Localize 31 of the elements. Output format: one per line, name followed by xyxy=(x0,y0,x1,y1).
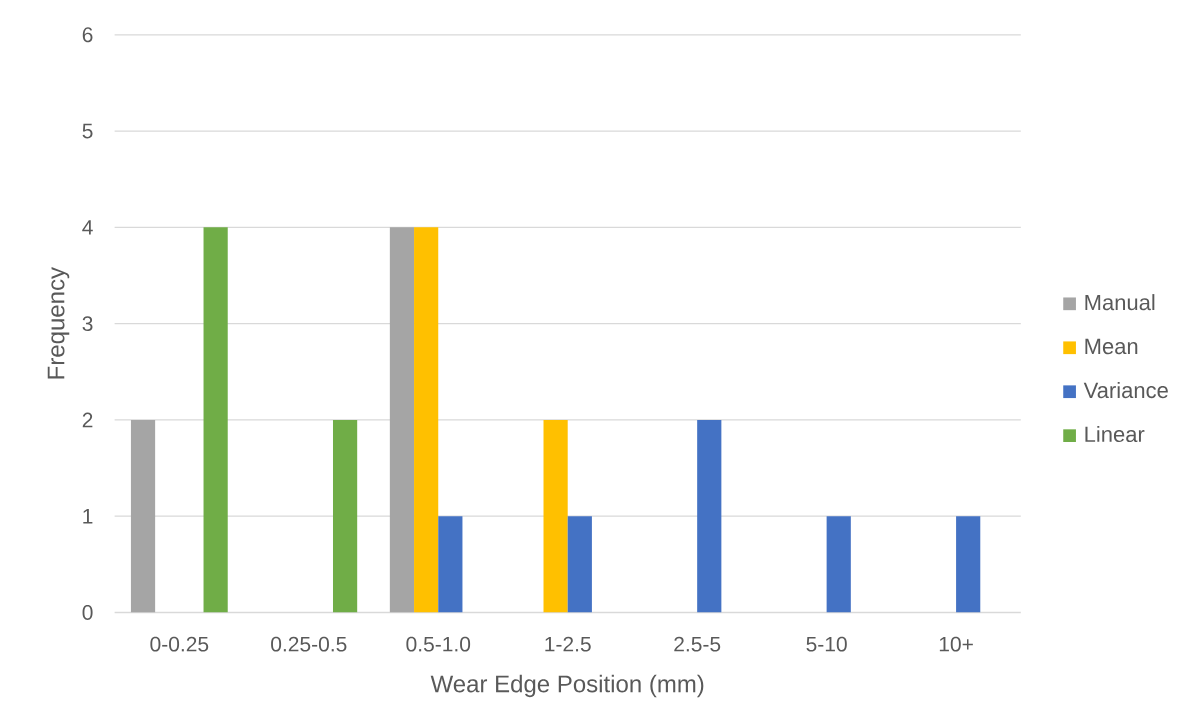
y-tick-label: 4 xyxy=(82,220,93,235)
x-tick-label: 0-0.25 xyxy=(150,636,209,652)
x-tick-label: 0.25-0.5 xyxy=(271,636,347,652)
legend-label: Variance xyxy=(1083,381,1168,399)
bar xyxy=(697,419,722,613)
x-axis-title: Wear Edge Position (mm) xyxy=(430,674,704,698)
legend-label: Mean xyxy=(1085,338,1138,355)
y-tick-label: 3 xyxy=(82,316,93,332)
y-tick-label: 2 xyxy=(82,412,93,428)
y-axis-title: Frequency xyxy=(47,267,70,379)
x-tick-label: 0.5-1.0 xyxy=(406,636,471,652)
y-tick-label: 5 xyxy=(82,123,93,139)
x-tick-label: 1-2.5 xyxy=(545,636,591,652)
bar xyxy=(203,227,228,613)
bar xyxy=(389,227,415,613)
bar xyxy=(414,227,439,613)
y-tick-label: 0 xyxy=(82,605,93,620)
bar xyxy=(332,419,358,613)
bar xyxy=(826,516,851,613)
bar xyxy=(543,419,568,613)
x-tick-label: 10+ xyxy=(939,636,973,652)
y-tick-label: 1 xyxy=(83,508,93,524)
bar xyxy=(130,419,156,613)
legend-label: Manual xyxy=(1085,294,1155,311)
x-tick-label: 5-10 xyxy=(806,636,847,652)
bar xyxy=(956,516,981,613)
x-tick-label: 2.5-5 xyxy=(674,636,721,652)
bar xyxy=(438,516,463,613)
bar xyxy=(567,516,592,613)
legend-label: Linear xyxy=(1085,425,1145,443)
y-tick-label: 6 xyxy=(82,27,93,43)
